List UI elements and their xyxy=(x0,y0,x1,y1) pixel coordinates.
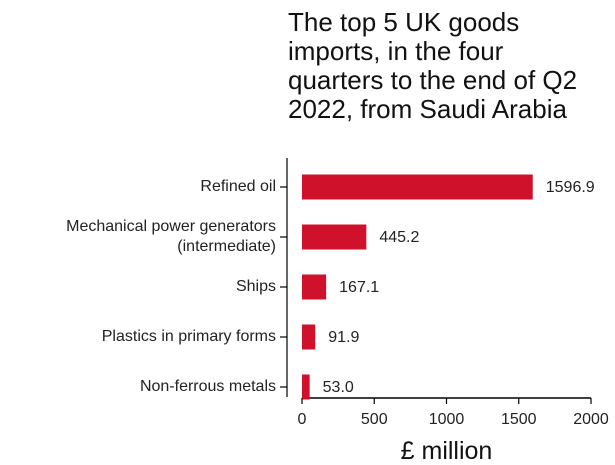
bar xyxy=(302,324,316,350)
chart-title: The top 5 UK goods imports, in the four … xyxy=(288,8,613,124)
value-label: 445.2 xyxy=(379,229,419,246)
x-tick-label: 0 xyxy=(298,411,307,428)
category-label: (intermediate) xyxy=(177,238,276,255)
chart-title-line: The top 5 UK goods xyxy=(288,7,520,37)
category-label: Refined oil xyxy=(200,178,276,195)
category-label: Non-ferrous metals xyxy=(140,378,276,395)
chart-title-line: imports, in the four xyxy=(288,36,504,66)
x-axis-label: £ million xyxy=(401,437,493,465)
chart-title-line: 2022, from Saudi Arabia xyxy=(288,94,567,124)
bar xyxy=(302,174,533,200)
x-tick-label: 2000 xyxy=(573,411,609,428)
value-label: 91.9 xyxy=(328,329,359,346)
value-label: 53.0 xyxy=(323,379,354,396)
category-label: Mechanical power generators xyxy=(66,218,276,235)
value-label: 167.1 xyxy=(339,279,379,296)
x-tick-label: 500 xyxy=(361,411,388,428)
bar xyxy=(302,274,327,300)
category-label: Plastics in primary forms xyxy=(102,328,276,345)
x-tick-label: 1000 xyxy=(429,411,465,428)
bar xyxy=(302,374,310,400)
value-label: 1596.9 xyxy=(546,179,595,196)
bar xyxy=(302,224,367,250)
chart-title-line: quarters to the end of Q2 xyxy=(288,65,578,95)
x-tick-label: 1500 xyxy=(501,411,537,428)
category-label: Ships xyxy=(236,278,276,295)
